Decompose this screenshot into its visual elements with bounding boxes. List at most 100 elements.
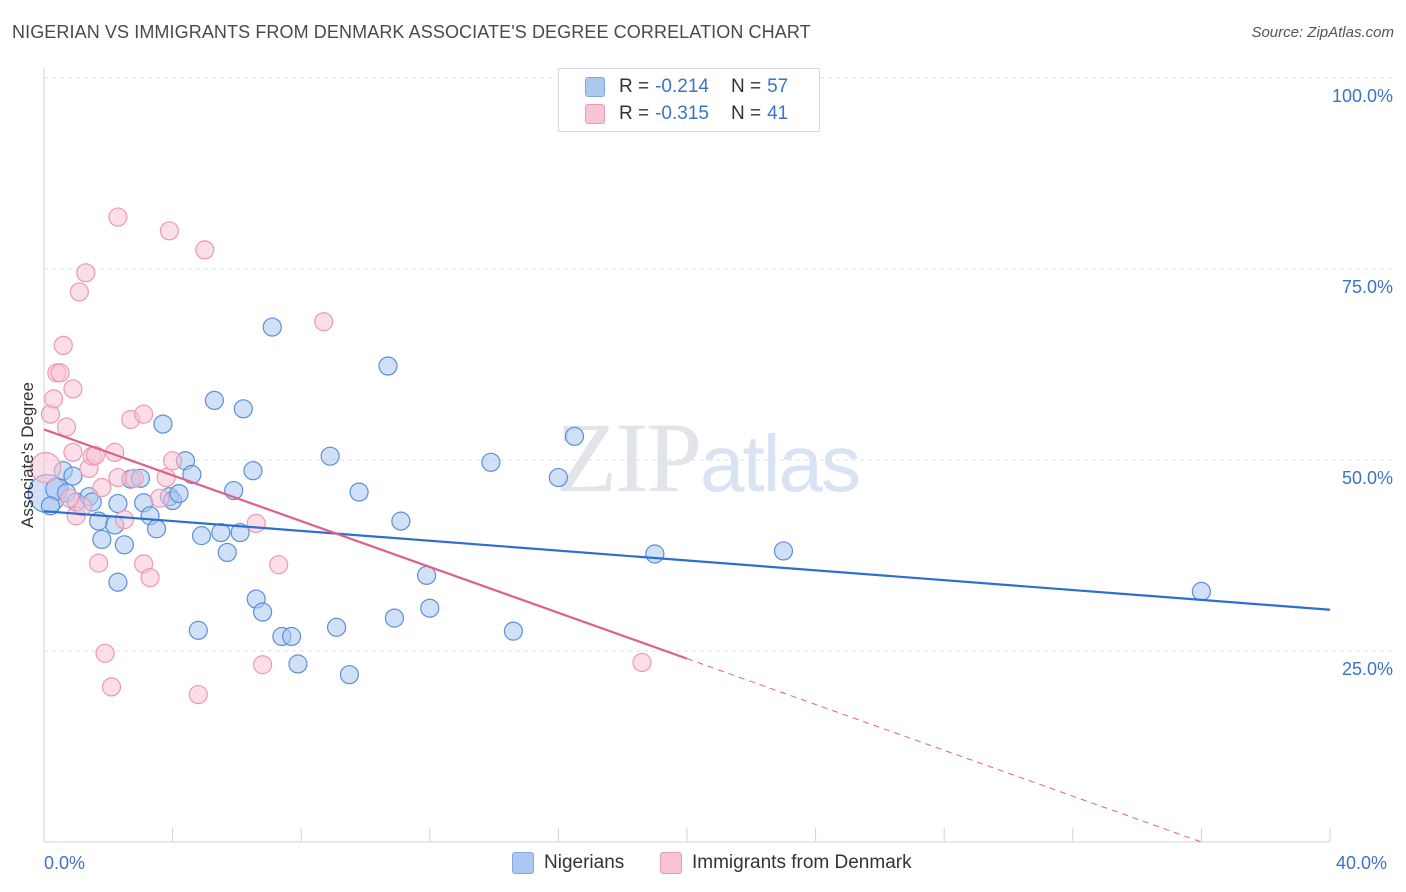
point-denmark (89, 553, 109, 573)
correlation-legend: R = -0.214 N = 57 R = -0.315 N = 41 (558, 68, 820, 132)
point-denmark (108, 207, 128, 227)
point-denmark (246, 513, 266, 534)
legend-n-label: N = (730, 76, 762, 97)
legend-swatch-denmark (585, 104, 605, 124)
point-nigerians (92, 529, 112, 550)
point-nigerians (326, 617, 347, 637)
y-axis-label: Associate's Degree (18, 382, 37, 528)
legend-r-label: R = (619, 103, 650, 124)
x-tick-label-max: 40.0% (1336, 853, 1388, 873)
point-denmark (253, 655, 273, 675)
watermark-atlas: atlas (700, 419, 861, 508)
watermark-zip: ZIP (556, 402, 702, 513)
point-denmark (108, 467, 128, 488)
point-denmark (95, 643, 115, 663)
legend-item-nigerians[interactable]: Nigerians (512, 852, 624, 874)
point-nigerians (204, 390, 224, 411)
point-denmark (30, 452, 62, 484)
legend-swatch-nigerians (585, 77, 605, 97)
point-denmark (85, 445, 106, 466)
point-nigerians (349, 482, 369, 502)
point-nigerians (182, 464, 202, 485)
point-denmark (76, 263, 96, 283)
point-denmark (63, 442, 83, 462)
point-denmark (114, 509, 134, 530)
trendline-denmark (43, 428, 688, 660)
legend-item-denmark[interactable]: Immigrants from Denmark (660, 852, 912, 874)
legend-label-nigerians: Nigerians (544, 852, 625, 873)
point-denmark (156, 467, 176, 488)
series-legend: Nigerians Immigrants from Denmark (0, 852, 1406, 878)
point-denmark (269, 555, 289, 575)
point-nigerians (230, 522, 250, 543)
point-nigerians (233, 399, 253, 419)
point-nigerians (63, 466, 83, 486)
point-denmark (140, 568, 160, 588)
legend-label-denmark: Immigrants from Denmark (692, 852, 912, 873)
y-tick-label: 50.0% (1341, 468, 1393, 488)
point-nigerians (320, 446, 340, 466)
point-nigerians (339, 665, 360, 685)
legend-r-label: R = (619, 76, 650, 97)
y-tick-label: 25.0% (1341, 659, 1393, 679)
point-nigerians (211, 522, 231, 543)
point-denmark (69, 282, 89, 302)
point-denmark (63, 379, 83, 399)
legend-row-nigerians: R = -0.214 N = 57 (585, 75, 788, 99)
point-nigerians (645, 544, 665, 564)
point-nigerians (384, 608, 405, 628)
point-nigerians (420, 598, 440, 618)
point-denmark (44, 389, 64, 409)
legend-r-value: -0.315 (655, 103, 709, 124)
trendline-nigerians (43, 510, 1331, 611)
point-nigerians (378, 356, 398, 376)
point-denmark (314, 312, 334, 332)
chart-title: NIGERIAN VS IMMIGRANTS FROM DENMARK ASSO… (12, 22, 811, 42)
legend-swatch-nigerians (512, 852, 534, 874)
point-denmark (53, 335, 73, 355)
point-denmark (50, 363, 70, 383)
point-denmark (101, 677, 122, 697)
point-nigerians (564, 426, 585, 446)
point-nigerians (548, 467, 569, 488)
point-nigerians (108, 572, 128, 592)
point-nigerians (243, 461, 263, 481)
trendline-denmark-extension (686, 658, 1202, 843)
point-nigerians (108, 493, 128, 514)
point-nigerians (773, 541, 794, 561)
point-nigerians (391, 511, 411, 531)
point-nigerians (153, 414, 173, 434)
point-nigerians (217, 542, 237, 563)
point-denmark (632, 652, 652, 673)
x-tick-label-min: 0.0% (44, 853, 86, 873)
point-nigerians (114, 535, 134, 555)
point-nigerians (146, 519, 167, 539)
point-denmark (195, 240, 215, 260)
point-denmark (134, 404, 154, 424)
point-denmark (56, 417, 77, 437)
point-nigerians (191, 526, 212, 546)
legend-r-value: -0.214 (655, 76, 709, 97)
legend-n-value: 57 (767, 76, 789, 97)
point-nigerians (169, 484, 189, 504)
point-denmark (159, 221, 179, 241)
point-denmark (92, 477, 112, 498)
point-denmark (150, 488, 170, 508)
legend-n-value: 41 (767, 103, 789, 124)
legend-swatch-denmark (660, 852, 682, 874)
point-nigerians (288, 654, 308, 674)
y-tick-label: 75.0% (1341, 277, 1393, 297)
point-denmark (124, 468, 144, 488)
point-nigerians (262, 317, 282, 337)
chart-source: Source: ZipAtlas.com (1251, 24, 1394, 41)
y-tick-label: 100.0% (1331, 86, 1393, 106)
point-nigerians (253, 602, 273, 622)
point-nigerians (188, 620, 208, 640)
point-denmark (163, 451, 183, 471)
point-denmark (60, 488, 80, 508)
point-nigerians (1191, 581, 1212, 602)
legend-n-label: N = (730, 103, 762, 124)
point-nigerians (481, 452, 501, 472)
watermark: ZIPatlas (556, 400, 861, 515)
